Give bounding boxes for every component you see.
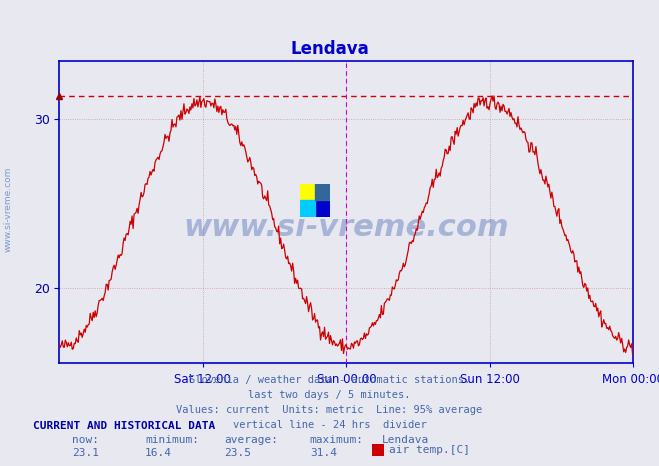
Text: 23.1: 23.1 (72, 448, 100, 459)
Text: www.si-vreme.com: www.si-vreme.com (3, 167, 13, 253)
Text: average:: average: (224, 435, 278, 445)
Polygon shape (300, 200, 315, 217)
Text: air temp.[C]: air temp.[C] (389, 445, 470, 455)
Text: CURRENT AND HISTORICAL DATA: CURRENT AND HISTORICAL DATA (33, 421, 215, 432)
Text: Values: current  Units: metric  Line: 95% average: Values: current Units: metric Line: 95% … (177, 405, 482, 415)
Text: last two days / 5 minutes.: last two days / 5 minutes. (248, 390, 411, 400)
Text: vertical line - 24 hrs  divider: vertical line - 24 hrs divider (233, 420, 426, 430)
Text: maximum:: maximum: (310, 435, 364, 445)
Text: 23.5: 23.5 (224, 448, 251, 459)
Text: now:: now: (72, 435, 100, 445)
Bar (315, 200, 330, 217)
Polygon shape (315, 184, 330, 200)
Text: Slovenia / weather data - automatic stations.: Slovenia / weather data - automatic stat… (189, 375, 470, 385)
Bar (300, 184, 315, 200)
Text: 16.4: 16.4 (145, 448, 172, 459)
Text: Lendava: Lendava (290, 40, 369, 58)
Text: 31.4: 31.4 (310, 448, 337, 459)
Text: www.si-vreme.com: www.si-vreme.com (183, 212, 509, 242)
Text: Lendava: Lendava (382, 435, 430, 445)
Text: minimum:: minimum: (145, 435, 199, 445)
